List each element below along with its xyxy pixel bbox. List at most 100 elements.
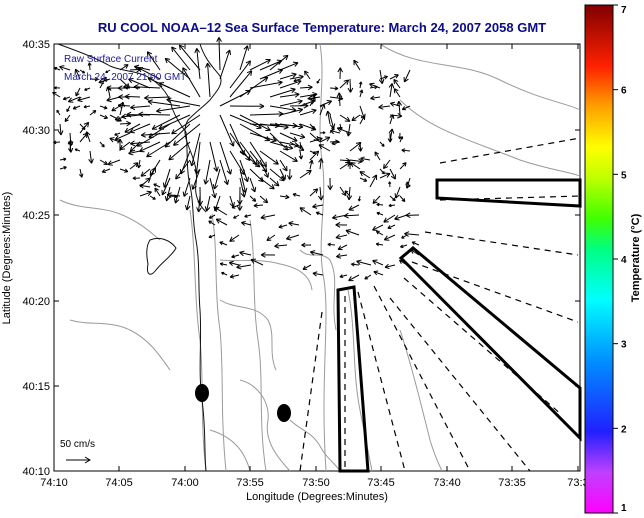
current-vector (229, 273, 240, 279)
bathymetry-contour (219, 259, 313, 291)
current-vector (99, 114, 108, 120)
current-vector (54, 86, 61, 90)
study-boxes (336, 178, 582, 473)
current-vector (229, 60, 251, 89)
current-vector (136, 159, 142, 169)
current-vector (79, 69, 86, 74)
station-marker-1 (195, 384, 209, 402)
current-vector (209, 177, 217, 199)
current-vector (383, 234, 396, 241)
current-vector (84, 87, 91, 91)
current-vector (374, 151, 381, 161)
current-vector (212, 168, 221, 190)
current-vector (260, 252, 276, 258)
current-vector (364, 274, 372, 280)
current-vector (279, 194, 290, 200)
study-box-3 (336, 285, 370, 473)
current-vector (347, 78, 354, 93)
current-vector (309, 250, 324, 256)
current-vector (173, 123, 201, 146)
current-vector (249, 58, 271, 71)
current-vector (208, 220, 216, 226)
current-vector (399, 136, 404, 143)
current-vector (279, 72, 297, 80)
y-tick-label: 40:15 (22, 381, 50, 393)
current-vector (239, 177, 247, 198)
current-vector (279, 107, 304, 116)
current-vector (389, 168, 396, 180)
current-vector (327, 177, 333, 191)
current-vector (99, 105, 108, 110)
current-vector (293, 78, 301, 83)
current-vector (164, 57, 191, 80)
current-vector (394, 186, 401, 199)
bathymetry-contour (347, 289, 373, 472)
current-vector (119, 120, 131, 127)
current-vector (345, 229, 360, 236)
x-tick-label: 73:35 (498, 477, 526, 489)
current-vector (358, 81, 363, 89)
current-vector (189, 132, 201, 167)
current-vector (337, 244, 348, 251)
current-vector (98, 78, 111, 84)
x-axis: 74:10 74:05 74:00 73:55 73:50 73:45 73:40 73:35… (40, 44, 589, 489)
current-vector (117, 102, 131, 109)
coast-upper (184, 43, 222, 213)
current-vector (148, 123, 171, 138)
current-vector (329, 129, 341, 135)
current-vector (299, 207, 312, 216)
bathymetry-contour (289, 419, 341, 472)
current-vector (146, 51, 161, 71)
map-plot-area (52, 37, 582, 473)
current-vector (67, 96, 81, 103)
current-vector (147, 99, 181, 107)
current-vector (205, 62, 211, 98)
current-vector (77, 96, 91, 103)
current-vector (309, 150, 320, 161)
current-vector (166, 97, 201, 107)
current-vector (182, 67, 201, 98)
current-vector (139, 190, 152, 197)
current-vector (178, 44, 201, 71)
current-vector (387, 224, 396, 230)
radial-line (389, 297, 531, 472)
current-vector (72, 105, 81, 110)
current-vector (139, 141, 161, 153)
current-vector (331, 140, 341, 146)
current-vector (404, 231, 420, 237)
current-vector (319, 131, 326, 135)
current-vector (309, 188, 319, 197)
colorbar-ticks: 1 2 3 4 5 6 7 (613, 4, 627, 514)
current-vector (309, 123, 316, 131)
current-vector (372, 259, 384, 266)
current-vector (383, 214, 396, 223)
current-vector (128, 77, 151, 89)
colorbar-tick-label: 4 (621, 255, 627, 266)
current-vector (124, 93, 141, 100)
current-vector (312, 271, 324, 277)
current-vector (215, 218, 228, 226)
current-vector (318, 186, 324, 201)
current-vector (388, 83, 395, 98)
current-vector (336, 253, 348, 259)
current-vector (260, 214, 276, 220)
current-vector (64, 114, 71, 122)
radial-line (373, 285, 471, 472)
plot-frame (53, 43, 581, 472)
y-tick-label: 40:30 (22, 125, 50, 137)
current-vector (379, 75, 388, 80)
current-vector (59, 65, 71, 71)
x-tick-label: 74:05 (105, 477, 133, 489)
current-vector (369, 82, 381, 89)
current-vector (279, 92, 300, 98)
current-vector (335, 222, 348, 228)
current-vector (388, 128, 395, 143)
bathymetry-contour (59, 199, 161, 241)
current-vector (299, 169, 312, 179)
legend-title: Raw Surface Current (64, 54, 158, 65)
current-vector (249, 177, 257, 193)
current-vector (279, 168, 286, 181)
current-vector (99, 159, 108, 165)
current-vector (133, 84, 161, 90)
